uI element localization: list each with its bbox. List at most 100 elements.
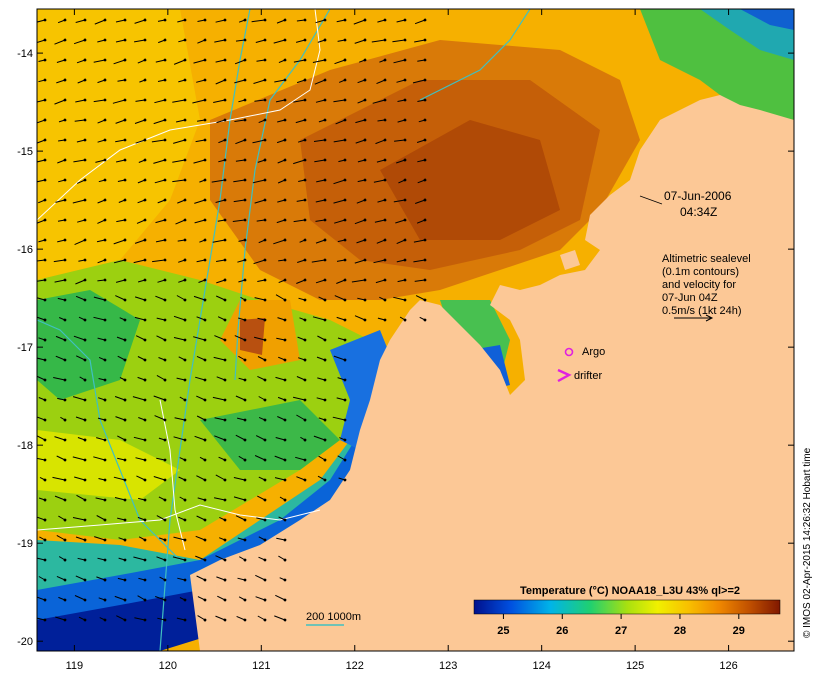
velocity-vector — [98, 397, 107, 402]
isobath-contours — [37, 9, 531, 651]
velocity-vector — [78, 316, 87, 322]
velocity-vector — [255, 596, 267, 602]
velocity-vector — [117, 78, 127, 82]
velocity-vector — [177, 577, 187, 582]
velocity-vector — [174, 417, 187, 422]
velocity-vector — [137, 595, 147, 602]
velocity-vector — [155, 238, 167, 243]
altimetry-line-3: and velocity for — [662, 279, 736, 291]
velocity-vector — [316, 397, 327, 402]
velocity-vector — [173, 58, 187, 65]
velocity-vector — [234, 118, 247, 122]
velocity-vector — [413, 238, 427, 243]
altimetry-line-2: (0.1m contours) — [662, 266, 739, 278]
velocity-vector — [255, 435, 267, 442]
velocity-vector — [136, 218, 147, 224]
velocity-vector — [172, 98, 187, 103]
velocity-vector — [37, 278, 47, 282]
velocity-vector — [194, 198, 207, 204]
velocity-vector — [274, 455, 287, 462]
velocity-vector — [396, 158, 407, 164]
velocity-vector — [278, 555, 287, 562]
velocity-vector — [119, 377, 127, 382]
velocity-vector — [135, 138, 147, 144]
velocity-vector — [212, 396, 227, 402]
velocity-vector — [196, 316, 207, 322]
velocity-vector — [199, 238, 207, 243]
velocity-vector — [175, 218, 187, 225]
velocity-vector — [274, 615, 287, 622]
velocity-vector — [158, 437, 167, 442]
velocity-vector — [93, 98, 107, 103]
velocity-vector — [37, 258, 47, 262]
velocity-vector — [158, 496, 167, 502]
velocity-vector — [195, 535, 207, 542]
velocity-vector — [79, 376, 87, 382]
velocity-vector — [216, 576, 227, 582]
velocity-vector — [258, 238, 267, 244]
velocity-vector — [153, 118, 167, 125]
velocity-vector — [278, 516, 287, 522]
velocity-vector — [134, 118, 147, 124]
y-tick-label: -17 — [17, 342, 33, 354]
velocity-vector — [379, 58, 387, 63]
velocity-vector — [374, 218, 387, 223]
velocity-vector — [199, 178, 207, 183]
velocity-vector — [38, 58, 47, 62]
velocity-vector — [237, 537, 247, 542]
velocity-vector — [293, 218, 307, 223]
velocity-vector — [238, 18, 247, 23]
velocity-vector — [37, 118, 47, 124]
velocity-vector — [295, 118, 307, 124]
velocity-vector — [37, 617, 47, 622]
velocity-vector — [134, 296, 147, 302]
velocity-vector — [173, 315, 187, 322]
velocity-vector — [336, 278, 347, 284]
date-label: 07-Jun-2006 — [664, 189, 732, 203]
velocity-vector — [78, 616, 87, 622]
velocity-vector — [115, 18, 127, 23]
velocity-vector — [155, 218, 167, 224]
velocity-vector — [58, 556, 67, 562]
velocity-vector — [257, 615, 267, 622]
velocity-vector — [37, 158, 47, 163]
velocity-vector — [97, 337, 107, 342]
velocity-vector — [137, 178, 147, 184]
velocity-vector — [137, 58, 147, 64]
velocity-vector — [394, 138, 407, 142]
velocity-vector — [138, 417, 147, 422]
velocity-vector — [317, 335, 327, 342]
velocity-vector — [235, 158, 247, 162]
velocity-vector — [219, 516, 227, 522]
velocity-vector — [134, 617, 147, 622]
velocity-vector — [156, 556, 167, 562]
velocity-vector — [53, 377, 67, 382]
velocity-vector — [351, 278, 367, 283]
date-pointer — [639, 195, 663, 205]
velocity-vector — [277, 317, 287, 322]
velocity-vector — [354, 38, 367, 44]
velocity-vector — [39, 536, 47, 542]
velocity-vector — [115, 295, 127, 302]
velocity-vector — [337, 377, 347, 382]
velocity-vector — [333, 355, 347, 362]
velocity-vector — [137, 356, 147, 362]
velocity-vector — [75, 295, 87, 302]
velocity-vector — [179, 457, 187, 462]
velocity-vector — [38, 238, 47, 243]
velocity-vector — [412, 78, 427, 84]
velocity-vector — [296, 198, 307, 202]
velocity-vector — [98, 478, 107, 482]
velocity-vector — [75, 18, 87, 23]
velocity-vector — [379, 296, 387, 302]
velocity-vector — [255, 574, 267, 582]
colorbar-tick-label: 27 — [615, 625, 627, 637]
velocity-vector — [196, 355, 207, 362]
velocity-vector — [393, 296, 407, 302]
velocity-vector — [196, 475, 207, 482]
velocity-vector — [74, 595, 87, 602]
velocity-vector — [54, 495, 67, 502]
velocity-vector — [194, 218, 207, 224]
velocity-vector — [97, 278, 107, 282]
velocity-vector — [215, 78, 227, 85]
